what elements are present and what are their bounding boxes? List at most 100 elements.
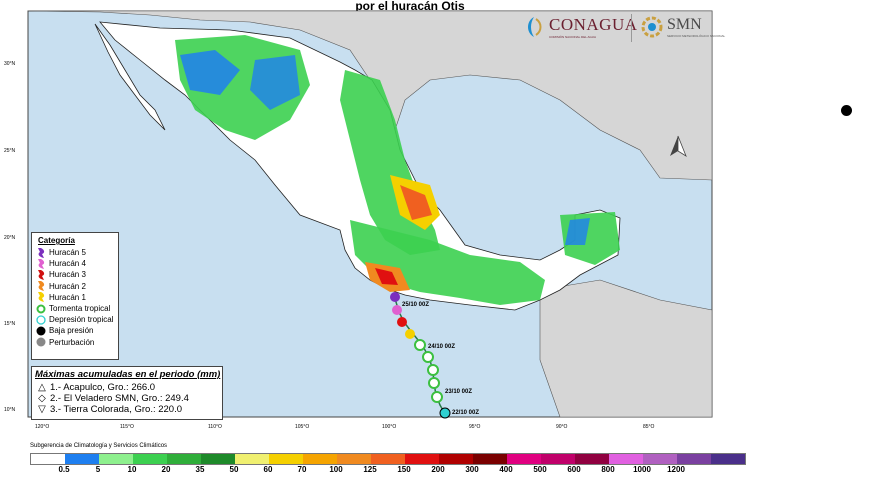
map-title: por el huracán Otis xyxy=(355,0,465,13)
category-legend: Categoría Huracán 5 Huracán 4 Huracán 3 Hur… xyxy=(31,232,119,360)
legend-item: Huracán 5 xyxy=(36,247,118,258)
scale-tick-label: 500 xyxy=(533,465,547,474)
maximum-rainfall-box: Máximas acumuladas en el periodo (mm) △ 1… xyxy=(31,366,223,420)
track-label-2: 24/10 00Z xyxy=(428,344,455,350)
smn-logo: SMN SERVICIO METEOROLÓGICO NACIONAL xyxy=(640,10,725,44)
rain-north-blue xyxy=(180,50,240,95)
north-arrow-icon xyxy=(670,135,687,157)
lon-label-110: 110°O xyxy=(208,424,222,430)
hurricane-symbol-icon xyxy=(36,292,46,303)
lat-label-15: 15°N xyxy=(4,321,16,327)
legend-item-label: Perturbación xyxy=(49,337,95,347)
scale-swatch xyxy=(303,454,337,464)
conagua-wordmark: CONAGUA xyxy=(549,15,638,34)
scale-tick-label: 1200 xyxy=(667,465,685,474)
legend-item-label: Tormenta tropical xyxy=(49,304,111,314)
scale-swatch xyxy=(235,454,269,464)
track-point-ts-3 xyxy=(427,364,439,376)
scale-swatch xyxy=(405,454,439,464)
legend-item-label: Huracán 5 xyxy=(49,248,86,258)
legend-item-label: Huracán 2 xyxy=(49,281,86,291)
scale-swatch xyxy=(473,454,507,464)
logo-divider xyxy=(631,14,632,42)
lon-label-90: 90°O xyxy=(556,424,568,430)
scale-swatch xyxy=(643,454,677,464)
track-point-td xyxy=(439,407,451,419)
hurricane-symbol-icon xyxy=(36,247,46,258)
scale-swatch xyxy=(65,454,99,464)
triangle-up-icon: △ xyxy=(38,382,46,393)
lon-label-115: 115°O xyxy=(120,424,134,430)
track-point-ts-2 xyxy=(428,377,440,389)
scale-tick-label: 35 xyxy=(195,465,205,474)
scale-tick-label: 125 xyxy=(363,465,377,474)
track-point-ts-4 xyxy=(422,351,434,363)
conagua-emblem-icon xyxy=(528,17,542,37)
legend-item: Depresión tropical xyxy=(36,314,118,325)
smn-subtitle: SERVICIO METEOROLÓGICO NACIONAL xyxy=(667,34,726,38)
track-point-h5 xyxy=(390,292,400,302)
usa-land xyxy=(27,10,713,181)
color-scale-ticks: 0.5 5 10 20 35 50 60 70 100 125 150 200 300 400 500 600… xyxy=(30,465,730,475)
track-label-1: 25/10 00Z xyxy=(402,302,429,308)
triangle-down-icon: ▽ xyxy=(38,404,46,415)
maximum-row-text: 3.- Tierra Colorada, Gro.: 220.0 xyxy=(50,404,183,415)
scale-tick-label: 800 xyxy=(601,465,615,474)
legend-title: Categoría xyxy=(38,236,75,245)
track-points xyxy=(390,292,451,419)
color-scale-bar xyxy=(30,453,746,465)
scale-swatch xyxy=(133,454,167,464)
track-point-h3 xyxy=(397,317,407,327)
scale-swatch xyxy=(201,454,235,464)
legend-item: Huracán 4 xyxy=(36,258,118,269)
rain-yucatan-blue xyxy=(565,218,590,245)
legend-item-label: Huracán 3 xyxy=(49,270,86,280)
legend-item-label: Depresión tropical xyxy=(49,315,114,325)
scale-swatch xyxy=(609,454,643,464)
scale-tick-label: 600 xyxy=(567,465,581,474)
maximum-rainfall-title: Máximas acumuladas en el periodo (mm) xyxy=(35,369,221,380)
track-label-3: 23/10 00Z xyxy=(445,389,472,395)
legend-item: Huracán 1 xyxy=(36,292,118,303)
scale-tick-label: 1000 xyxy=(633,465,651,474)
scale-swatch xyxy=(439,454,473,464)
legend-item: Huracán 2 xyxy=(36,281,118,292)
scale-swatch xyxy=(711,454,745,464)
low-pressure-icon xyxy=(36,326,46,336)
lat-label-25: 25°N xyxy=(4,148,16,154)
legend-item: Perturbación xyxy=(36,337,118,348)
lon-label-120: 120°O xyxy=(35,424,49,430)
scale-tick-label: 150 xyxy=(397,465,411,474)
scale-swatch xyxy=(541,454,575,464)
tropical-storm-icon xyxy=(36,304,46,314)
maximum-row-text: 2.- El Veladero SMN, Gro.: 249.4 xyxy=(50,393,189,404)
legend-item: Tormenta tropical xyxy=(36,303,118,314)
track-point-ts-1 xyxy=(431,391,443,403)
scale-tick-label: 70 xyxy=(297,465,307,474)
lat-label-10: 10°N xyxy=(4,407,16,413)
disturbance-icon xyxy=(36,337,46,347)
legend-item-label: Baja presión xyxy=(49,326,94,336)
scale-swatch xyxy=(167,454,201,464)
scale-swatch xyxy=(371,454,405,464)
rain-east-orange xyxy=(400,185,432,220)
scale-tick-label: 5 xyxy=(95,465,101,474)
scale-swatch xyxy=(269,454,303,464)
lat-label-20: 20°N xyxy=(4,235,16,241)
maximum-row: ◇ 2.- El Veladero SMN, Gro.: 249.4 xyxy=(36,393,222,404)
conagua-subtitle: COMISIÓN NACIONAL DEL AGUA xyxy=(549,35,596,39)
scale-caption: Subgerencia de Climatología y Servicios … xyxy=(30,443,168,449)
central-america-land xyxy=(539,279,713,418)
scale-tick-label: 10 xyxy=(127,465,137,474)
conagua-logo: CONAGUA COMISIÓN NACIONAL DEL AGUA xyxy=(522,10,638,44)
scale-swatch xyxy=(575,454,609,464)
smn-wordmark: SMN xyxy=(667,16,702,33)
scale-swatch xyxy=(31,454,65,464)
diamond-icon: ◇ xyxy=(38,393,46,404)
scale-tick-label: 200 xyxy=(431,465,445,474)
scale-swatch xyxy=(99,454,133,464)
scale-tick-label: 300 xyxy=(465,465,479,474)
maximum-row: ▽ 3.- Tierra Colorada, Gro.: 220.0 xyxy=(36,404,222,415)
rain-guerrero-red xyxy=(375,268,398,285)
hurricane-symbol-icon xyxy=(36,281,46,292)
